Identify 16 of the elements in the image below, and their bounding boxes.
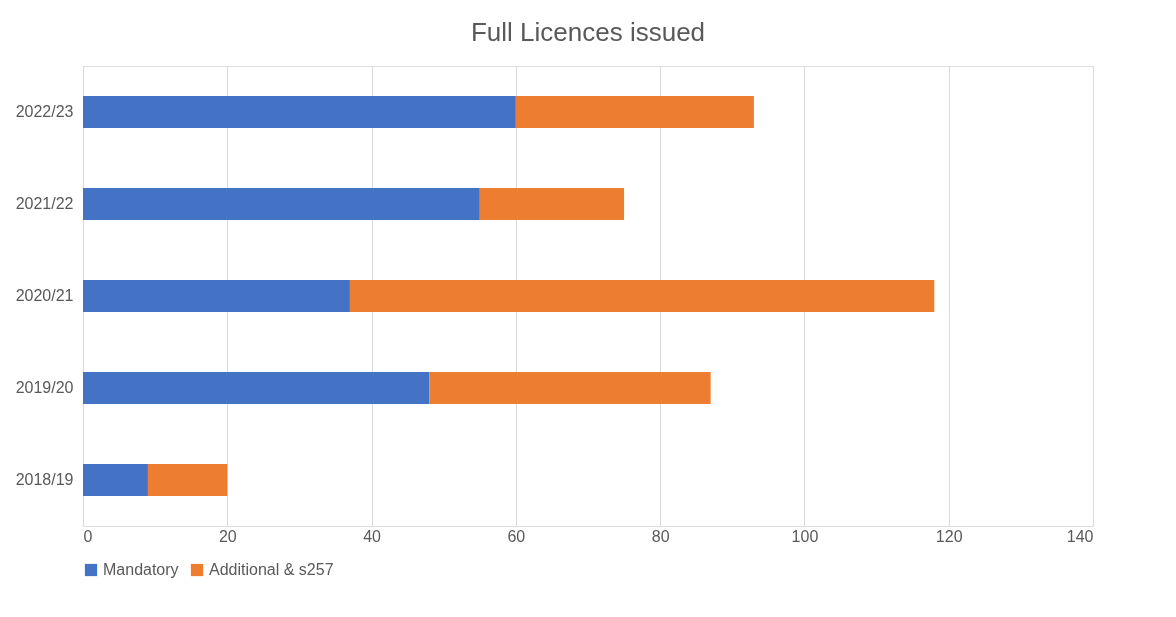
y-tick-label: 2020/21 [15, 287, 74, 304]
x-tick-label: 60 [507, 527, 526, 545]
y-tick-label: 2018/19 [15, 471, 74, 488]
chart-title: Full Licences issued [470, 17, 706, 47]
y-tick-label: 2019/20 [15, 379, 74, 396]
legend-label: Mandatory [103, 561, 179, 578]
y-tick-label: 2022/23 [15, 103, 74, 120]
x-tick-label: 0 [83, 527, 93, 545]
x-tick-label: 100 [791, 527, 819, 545]
x-tick-label: 120 [935, 527, 963, 545]
y-tick-label: 2021/22 [15, 195, 74, 212]
x-tick-label: 40 [363, 527, 382, 545]
x-tick-label: 140 [1066, 527, 1094, 545]
x-tick-label: 80 [651, 527, 670, 545]
x-tick-label: 20 [218, 527, 237, 545]
legend-label: Additional & s257 [209, 561, 334, 578]
